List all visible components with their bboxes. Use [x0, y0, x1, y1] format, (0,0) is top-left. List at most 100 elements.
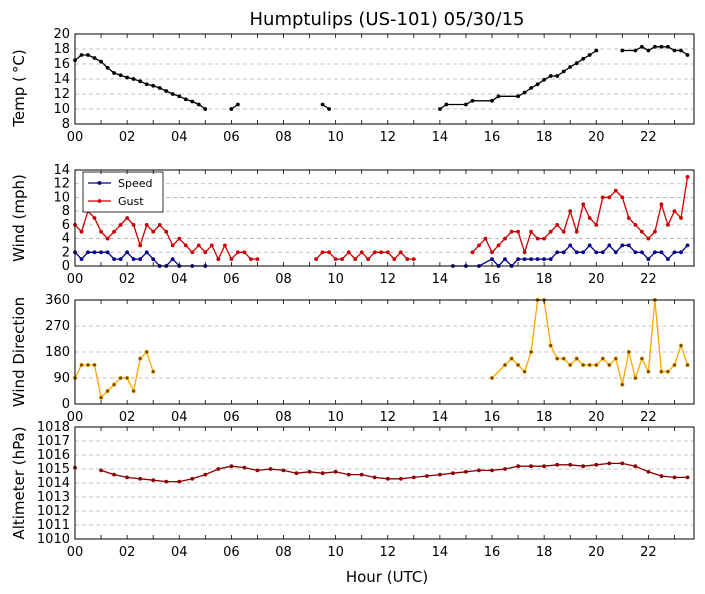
data-point [581, 56, 586, 61]
data-point [620, 243, 625, 248]
data-point [685, 243, 690, 248]
data-point [99, 229, 103, 234]
data-point [685, 362, 690, 368]
x-tick-label: 06 [223, 545, 240, 560]
data-point [490, 250, 494, 255]
data-point [138, 356, 143, 361]
data-point [255, 468, 260, 473]
data-point [678, 343, 684, 348]
data-point [203, 472, 208, 477]
data-point [633, 464, 638, 469]
data-point [177, 94, 182, 99]
y-tick-label: 10 [53, 102, 70, 117]
data-point [99, 250, 103, 255]
y-tick-label: 18 [53, 42, 70, 57]
data-point [320, 471, 325, 476]
data-point [509, 356, 514, 361]
data-point [568, 362, 573, 368]
data-point [548, 257, 553, 261]
data-point [268, 467, 273, 471]
data-point [574, 61, 579, 66]
data-point [112, 257, 116, 261]
data-point [646, 48, 651, 53]
data-point [646, 469, 651, 474]
y-tick-label: 1013 [37, 490, 70, 505]
y-tick-label: 1012 [37, 504, 70, 519]
data-point [190, 99, 195, 104]
data-point [679, 250, 683, 255]
data-point [528, 349, 534, 355]
data-point [633, 223, 638, 227]
x-tick-label: 16 [484, 410, 501, 425]
y-tick-label: 12 [53, 177, 70, 192]
data-point [529, 464, 533, 469]
data-point [561, 229, 566, 234]
x-tick-label: 04 [171, 272, 188, 287]
data-point [385, 250, 390, 255]
data-point [118, 73, 123, 78]
y-tick-label: 180 [45, 345, 70, 360]
data-point [85, 362, 91, 368]
data-point [170, 92, 175, 96]
axes-frame [74, 426, 695, 540]
data-point [203, 107, 208, 111]
speed-line [452, 244, 688, 267]
y-tick-label: 10 [53, 190, 70, 205]
data-point [653, 229, 657, 234]
data-point [320, 102, 325, 107]
data-point [411, 475, 416, 480]
data-point [112, 229, 116, 234]
legend-box [82, 171, 164, 213]
data-point [555, 223, 560, 227]
data-point [99, 59, 103, 64]
y-axis-label: Wind (mph) [10, 174, 28, 262]
data-point [151, 229, 156, 234]
x-tick-label: 22 [640, 410, 657, 425]
data-point [542, 257, 546, 261]
data-point [620, 382, 625, 387]
series-line [439, 49, 597, 110]
data-point [183, 97, 188, 102]
data-point [548, 74, 553, 78]
x-tick-label: 22 [640, 272, 657, 287]
x-tick-label: 18 [536, 410, 553, 425]
data-point [79, 362, 84, 368]
x-tick-label: 08 [275, 130, 292, 145]
data-point [672, 475, 677, 480]
x-tick-label: 00 [67, 545, 84, 560]
data-point [470, 250, 475, 255]
legend-label: Speed [118, 177, 152, 190]
data-point [79, 229, 84, 234]
data-point [138, 79, 143, 84]
data-point [503, 236, 507, 241]
data-point [516, 257, 520, 261]
data-point [340, 257, 344, 261]
data-point [229, 257, 234, 261]
x-tick-label: 18 [536, 272, 553, 287]
data-point [92, 362, 97, 368]
data-point [105, 236, 110, 241]
data-point [203, 250, 208, 255]
data-point [359, 472, 364, 477]
data-point [144, 250, 149, 255]
x-tick-label: 22 [640, 545, 657, 560]
data-point [587, 53, 592, 57]
y-tick-label: 8 [62, 117, 70, 132]
data-point [535, 82, 540, 87]
x-tick-label: 02 [119, 130, 136, 145]
y-tick-label: 0 [62, 397, 70, 412]
x-tick-label: 14 [432, 410, 449, 425]
data-point [561, 69, 566, 74]
y-tick-label: 90 [53, 371, 70, 386]
data-point [144, 223, 149, 227]
data-point [548, 343, 553, 348]
data-point [444, 102, 449, 107]
data-point [607, 461, 612, 466]
y-tick-label: 14 [53, 72, 70, 87]
data-point [633, 250, 638, 255]
data-point [438, 472, 442, 477]
data-point [157, 223, 162, 227]
data-point [633, 375, 638, 381]
data-point [613, 356, 618, 361]
x-tick-label: 20 [588, 545, 605, 560]
